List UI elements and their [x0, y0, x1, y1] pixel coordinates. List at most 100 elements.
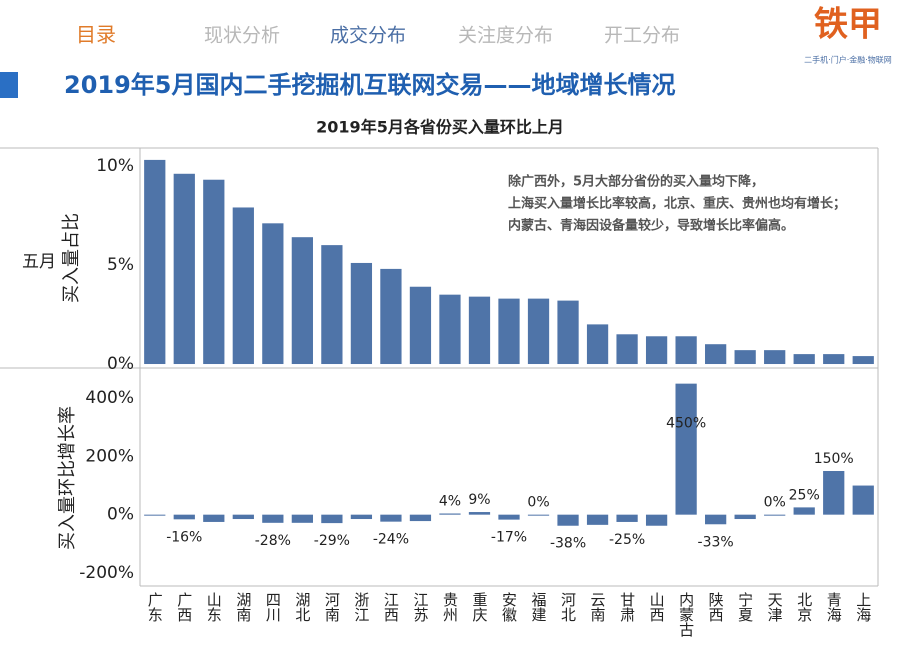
x-tick-label: 河北 [559, 592, 577, 622]
x-tick-label: 甘肃 [618, 592, 636, 622]
data-label: -17% [491, 530, 527, 546]
x-tick-label: 重庆 [470, 592, 488, 622]
nav-item[interactable]: 现状分析 [204, 25, 280, 47]
x-tick-label: 山西 [648, 592, 666, 622]
bar [616, 514, 638, 522]
data-label: 450% [666, 416, 706, 432]
x-tick-label: 宁夏 [736, 592, 754, 622]
data-label: -25% [609, 532, 645, 548]
nav-item[interactable]: 目录 [76, 23, 116, 47]
bar [380, 514, 402, 522]
bar [734, 514, 756, 520]
bar [734, 350, 756, 365]
bar [764, 350, 786, 365]
bar [144, 514, 166, 516]
bar [262, 514, 284, 523]
data-label: -29% [314, 533, 350, 549]
bar [439, 294, 461, 365]
bar [468, 296, 491, 365]
data-label: -38% [550, 536, 586, 552]
x-tick-label: 福建 [530, 592, 548, 622]
bar [675, 336, 697, 365]
x-tick-label: 江苏 [411, 592, 429, 623]
x-tick-label: 山东 [205, 592, 223, 622]
bar [350, 514, 373, 520]
bar [675, 383, 697, 515]
bar [291, 514, 313, 523]
annotation: 除广西外，5月大部分省份的买入量均下降， [508, 174, 764, 190]
data-label: -16% [166, 529, 202, 545]
bar [823, 354, 845, 365]
y-tick-label: 10% [96, 156, 134, 176]
y-tick-label: 0% [107, 354, 134, 374]
x-tick-label: 青海 [825, 592, 843, 622]
x-tick-label: 广东 [146, 592, 164, 622]
bar [527, 514, 550, 516]
bar [586, 514, 609, 525]
bar [557, 514, 579, 526]
data-label: -24% [373, 532, 409, 548]
bar [203, 514, 225, 522]
data-label: 0% [527, 495, 549, 511]
bar [764, 514, 786, 516]
x-tick-label: 内蒙古 [677, 592, 695, 637]
bar [409, 286, 432, 365]
bar [793, 354, 815, 365]
data-label: 150% [814, 451, 854, 467]
annotation: 上海买入量增长比率较高，北京、重庆、贵州也均有增长； [508, 196, 846, 212]
bar [557, 300, 579, 365]
logo-tagline: 二手机·门户·金融·物联网 [804, 55, 892, 65]
bar [527, 298, 550, 365]
nav-item[interactable]: 开工分布 [604, 25, 680, 47]
annotation: 内蒙古、青海因设备量较少，导致增长比率偏高。 [508, 218, 794, 234]
bar [262, 223, 284, 365]
bar [291, 237, 313, 365]
x-tick-label: 湖北 [293, 592, 311, 622]
data-label: 0% [764, 495, 786, 511]
bar [409, 514, 432, 522]
x-tick-label: 安徽 [500, 592, 518, 622]
bar [321, 514, 343, 524]
bar [498, 298, 520, 365]
bar [645, 514, 668, 526]
y-tick-label: 5% [107, 255, 134, 275]
bar [173, 514, 195, 520]
bar [203, 179, 225, 365]
slide-title: 2019年5月国内二手挖掘机互联网交易——地域增长情况 [64, 71, 676, 99]
bar [439, 513, 461, 515]
bar [852, 485, 874, 515]
bar [468, 512, 491, 515]
bar [616, 334, 638, 365]
bar [350, 262, 373, 365]
data-label: 4% [439, 494, 461, 510]
x-tick-label: 云南 [589, 592, 607, 622]
data-label: -28% [255, 533, 291, 549]
nav-item[interactable]: 成交分布 [330, 25, 406, 47]
bar [173, 173, 195, 365]
x-tick-label: 广西 [175, 592, 193, 622]
bar [232, 207, 254, 365]
x-tick-label: 河南 [323, 592, 341, 622]
x-tick-label: 四川 [264, 592, 282, 622]
bar [380, 268, 402, 365]
bar [705, 514, 727, 525]
data-label: 25% [789, 487, 820, 503]
x-tick-label: 上海 [854, 592, 872, 622]
bar [705, 344, 727, 365]
x-tick-label: 湖南 [234, 592, 252, 622]
facet-label: 五月 [22, 252, 56, 272]
bar [232, 514, 254, 520]
y-axis-label: 买入量占比 [61, 213, 82, 303]
bar [144, 159, 166, 365]
y-tick-label: 0% [107, 505, 134, 525]
data-label: 9% [468, 492, 490, 508]
bar [586, 324, 609, 365]
nav-item[interactable]: 关注度分布 [458, 25, 553, 47]
bar [852, 356, 874, 365]
bar [823, 470, 845, 515]
x-tick-label: 浙江 [352, 592, 370, 622]
y-tick-label: -200% [79, 563, 134, 583]
bar [321, 245, 343, 365]
